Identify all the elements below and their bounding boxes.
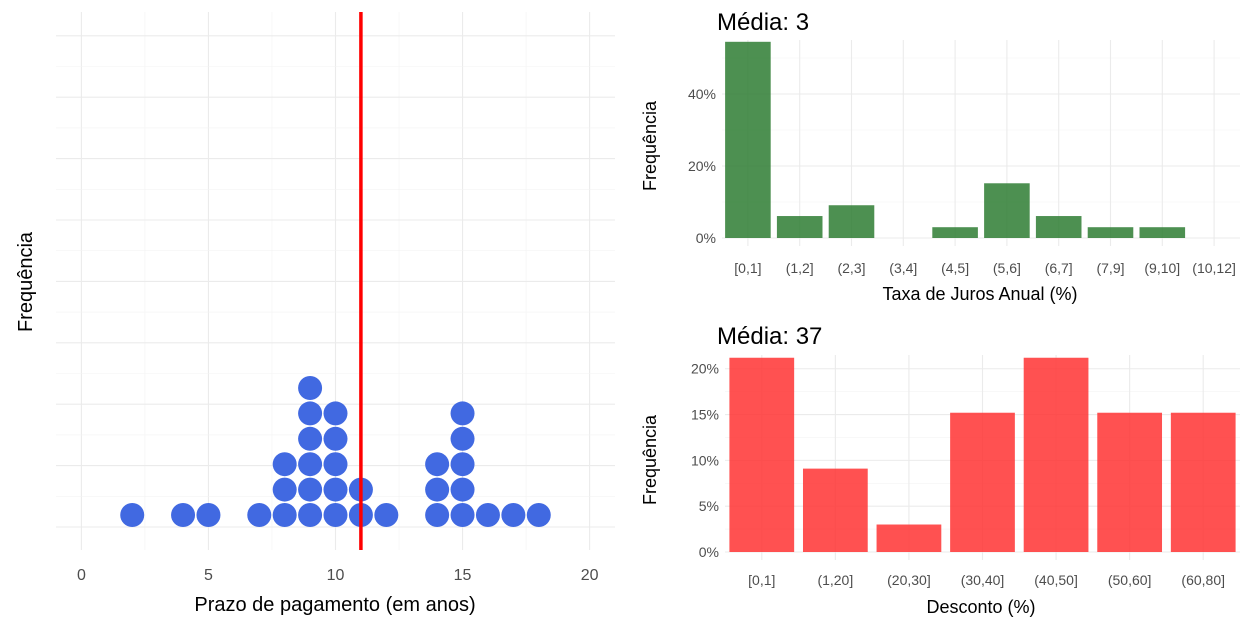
dot	[298, 401, 323, 426]
b1-x-tick-label: (1,2]	[786, 260, 814, 276]
b2-x-tick-label: (60,80]	[1181, 572, 1225, 588]
dot	[298, 426, 323, 451]
interest-x-axis-title: Taxa de Juros Anual (%)	[882, 284, 1077, 304]
dot	[450, 426, 475, 451]
discount-chart-title: Média: 37	[717, 323, 822, 350]
b2-y-tick-label: 0%	[699, 544, 719, 560]
bar	[725, 41, 771, 238]
discount-y-axis-title: Frequência	[640, 414, 660, 505]
bar	[1170, 412, 1236, 552]
b1-y-tick-label: 20%	[688, 158, 716, 174]
dot	[323, 452, 348, 477]
dot	[272, 503, 297, 527]
interest-y-axis-title: Frequência	[640, 100, 660, 191]
b2-y-tick-label: 10%	[691, 452, 719, 468]
bar	[1023, 357, 1089, 552]
dot	[323, 477, 348, 502]
b2-y-tick-label: 20%	[691, 361, 719, 377]
dotplot-x-axis-title: Prazo de pagamento (em anos)	[194, 594, 475, 616]
dotplot-chart: 0 5 10 15 20 Prazo de pagamento (em anos) Fr…	[15, 12, 615, 616]
dot	[374, 503, 399, 527]
dot	[272, 452, 297, 477]
dot	[425, 503, 450, 527]
bar	[1035, 216, 1082, 238]
dot	[450, 452, 475, 477]
b1-x-tick-label: (5,6]	[993, 260, 1021, 276]
b2-y-tick-label: 15%	[691, 407, 719, 423]
b1-x-tick-label: (2,3]	[837, 260, 865, 276]
dot	[450, 477, 475, 502]
dotplot-x-tick-label: 15	[454, 567, 472, 584]
dotplot-y-axis-title: Frequência	[15, 231, 37, 332]
bar	[1139, 227, 1186, 238]
bar	[1097, 412, 1163, 552]
dotplot-dots	[120, 376, 551, 527]
dot	[501, 503, 526, 527]
dotplot-x-tick-label: 10	[327, 567, 345, 584]
dot	[298, 376, 323, 400]
b2-x-tick-label: (20,30]	[887, 572, 931, 588]
dot	[425, 477, 450, 502]
b2-x-tick-label: [0,1]	[748, 572, 775, 588]
interest-grid	[722, 40, 1240, 246]
dotplot-x-tick-label: 0	[77, 567, 86, 584]
bar	[950, 412, 1015, 552]
dot	[298, 452, 323, 477]
dot	[171, 503, 196, 527]
bar	[932, 227, 978, 238]
dot	[425, 452, 450, 477]
b1-y-tick-label: 0%	[696, 230, 716, 246]
interest-chart-title: Média: 3	[717, 9, 809, 36]
dot	[526, 503, 551, 527]
discount-y-ticks: 0% 5% 10% 15% 20%	[691, 361, 719, 560]
discount-bars	[729, 357, 1236, 552]
interest-x-ticks: [0,1] (1,2] (2,3] (3,4] (4,5] (5,6] (6,7] (7,9]…	[734, 260, 1236, 276]
b2-x-tick-label: (30,40]	[961, 572, 1005, 588]
b1-x-tick-label: [0,1]	[734, 260, 761, 276]
dot	[323, 503, 348, 527]
b2-x-tick-label: (40,50]	[1034, 572, 1078, 588]
dot	[196, 503, 221, 527]
b2-y-tick-label: 5%	[699, 498, 719, 514]
dot	[298, 503, 323, 527]
interest-y-ticks: 0% 20% 40%	[688, 86, 716, 246]
dotplot-x-tick-label: 5	[204, 567, 213, 584]
b2-x-tick-label: (50,60]	[1108, 572, 1152, 588]
b1-x-tick-label: (6,7]	[1045, 260, 1073, 276]
bar	[828, 205, 875, 238]
bar	[776, 216, 823, 238]
dot	[272, 477, 297, 502]
bar	[984, 183, 1030, 238]
b2-x-tick-label: (1,20]	[817, 572, 853, 588]
discount-x-axis-title: Desconto (%)	[926, 597, 1035, 617]
discount-bar-chart: Média: 37 0% 5% 10% 15% 20% [0,1] (1,20] (20,3…	[640, 323, 1240, 617]
dotplot-x-tick-label: 20	[581, 567, 599, 584]
bar	[802, 468, 868, 552]
dot	[247, 503, 272, 527]
discount-x-ticks: [0,1] (1,20] (20,30] (30,40] (40,50] (50,60] (…	[748, 572, 1225, 588]
interest-rate-bar-chart: Média: 3 0% 20% 40% [0,1] (1,2] (2,3] (3,4] (4…	[640, 9, 1240, 304]
bar	[1087, 227, 1134, 238]
b1-y-tick-label: 40%	[688, 86, 716, 102]
dot	[323, 426, 348, 451]
b1-x-tick-label: (7,9]	[1096, 260, 1124, 276]
b1-x-tick-label: (10,12]	[1192, 260, 1236, 276]
dotplot-x-ticks: 0 5 10 15 20	[77, 567, 599, 584]
interest-bars	[725, 41, 1186, 238]
dot	[450, 503, 475, 527]
b1-x-tick-label: (3,4]	[889, 260, 917, 276]
bar	[729, 357, 795, 552]
dot	[450, 401, 475, 426]
dot	[298, 477, 323, 502]
b1-x-tick-label: (9,10]	[1144, 260, 1180, 276]
dot	[323, 401, 348, 426]
dot	[475, 503, 500, 527]
b1-x-tick-label: (4,5]	[941, 260, 969, 276]
dot	[120, 503, 145, 527]
bar	[876, 524, 942, 552]
